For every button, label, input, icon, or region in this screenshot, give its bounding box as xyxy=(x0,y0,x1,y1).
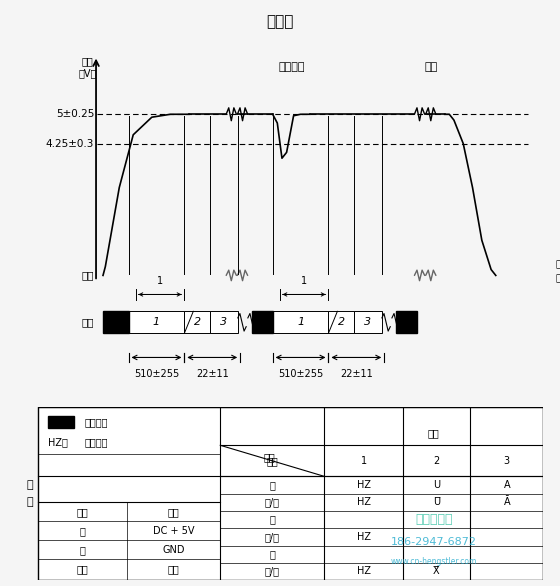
Text: （毫秒）: （毫秒） xyxy=(556,274,560,283)
Text: 5±0.25: 5±0.25 xyxy=(56,109,94,120)
Text: 功能: 功能 xyxy=(264,452,276,462)
Bar xyxy=(354,311,382,333)
Bar xyxy=(49,416,74,428)
Text: 紫: 紫 xyxy=(269,549,276,559)
Bar xyxy=(129,311,184,333)
Text: 红: 红 xyxy=(80,526,85,536)
Text: 1: 1 xyxy=(361,456,367,466)
Text: 紫/黑: 紫/黑 xyxy=(265,567,280,577)
Text: 模式: 模式 xyxy=(428,428,440,438)
Text: DC + 5V: DC + 5V xyxy=(153,526,194,536)
Text: 屏蔽: 屏蔽 xyxy=(167,564,179,574)
Text: HZ: HZ xyxy=(357,532,371,542)
Text: HZ: HZ xyxy=(357,498,371,507)
Text: 186-2947-6872: 186-2947-6872 xyxy=(391,537,477,547)
Text: 断电: 断电 xyxy=(424,62,437,73)
Text: 时序图: 时序图 xyxy=(267,15,293,30)
Bar xyxy=(273,311,328,333)
Text: 无效区域: 无效区域 xyxy=(85,417,109,427)
Text: U: U xyxy=(433,480,440,490)
Bar xyxy=(328,311,354,333)
Text: 1: 1 xyxy=(301,276,307,287)
Text: A: A xyxy=(503,480,510,490)
Text: HZ：: HZ： xyxy=(49,437,68,447)
Text: 2: 2 xyxy=(194,317,200,328)
Text: 2: 2 xyxy=(433,456,440,466)
Text: 瞬间断电: 瞬间断电 xyxy=(278,62,305,73)
Text: 2: 2 xyxy=(338,317,345,328)
Text: 蓝: 蓝 xyxy=(269,480,276,490)
Text: 绿: 绿 xyxy=(269,515,276,524)
Text: 模式: 模式 xyxy=(82,317,94,328)
Text: U̅: U̅ xyxy=(433,498,440,507)
Text: 接
口: 接 口 xyxy=(27,481,34,507)
Text: 电压: 电压 xyxy=(82,56,94,67)
Text: 22±11: 22±11 xyxy=(340,369,373,379)
Text: （V）: （V） xyxy=(78,68,97,79)
Text: 上电: 上电 xyxy=(82,270,94,281)
Bar xyxy=(396,311,417,333)
Text: X̅: X̅ xyxy=(433,567,440,577)
Text: 西安德伍拓: 西安德伍拓 xyxy=(415,513,452,526)
Text: 颜色: 颜色 xyxy=(267,456,278,466)
Text: 510±255: 510±255 xyxy=(134,369,179,379)
Text: 高阻输出: 高阻输出 xyxy=(85,437,109,447)
Text: 蓝/黑: 蓝/黑 xyxy=(265,498,280,507)
Text: HZ: HZ xyxy=(357,567,371,577)
Text: 时间: 时间 xyxy=(556,261,560,270)
Text: 510±255: 510±255 xyxy=(278,369,323,379)
Text: 1: 1 xyxy=(157,276,163,287)
Bar xyxy=(252,311,273,333)
Text: 功能: 功能 xyxy=(167,507,179,517)
Text: HZ: HZ xyxy=(357,480,371,490)
Text: 3: 3 xyxy=(365,317,371,328)
Text: 黑: 黑 xyxy=(80,545,85,555)
Bar xyxy=(103,311,129,333)
Text: 1: 1 xyxy=(153,317,160,328)
Text: 3: 3 xyxy=(503,456,510,466)
Text: 绿/黑: 绿/黑 xyxy=(265,532,280,542)
Text: 1: 1 xyxy=(297,317,304,328)
Text: Ā: Ā xyxy=(503,498,510,507)
Text: GND: GND xyxy=(162,545,185,555)
Text: 颜色: 颜色 xyxy=(76,507,88,517)
Bar xyxy=(210,311,238,333)
Bar xyxy=(184,311,210,333)
Text: www.cn-hengstler.com: www.cn-hengstler.com xyxy=(391,557,477,565)
Text: 4.25±0.3: 4.25±0.3 xyxy=(46,138,94,149)
Text: 3: 3 xyxy=(220,317,227,328)
Text: 屏蔽: 屏蔽 xyxy=(76,564,88,574)
Text: 22±11: 22±11 xyxy=(196,369,228,379)
